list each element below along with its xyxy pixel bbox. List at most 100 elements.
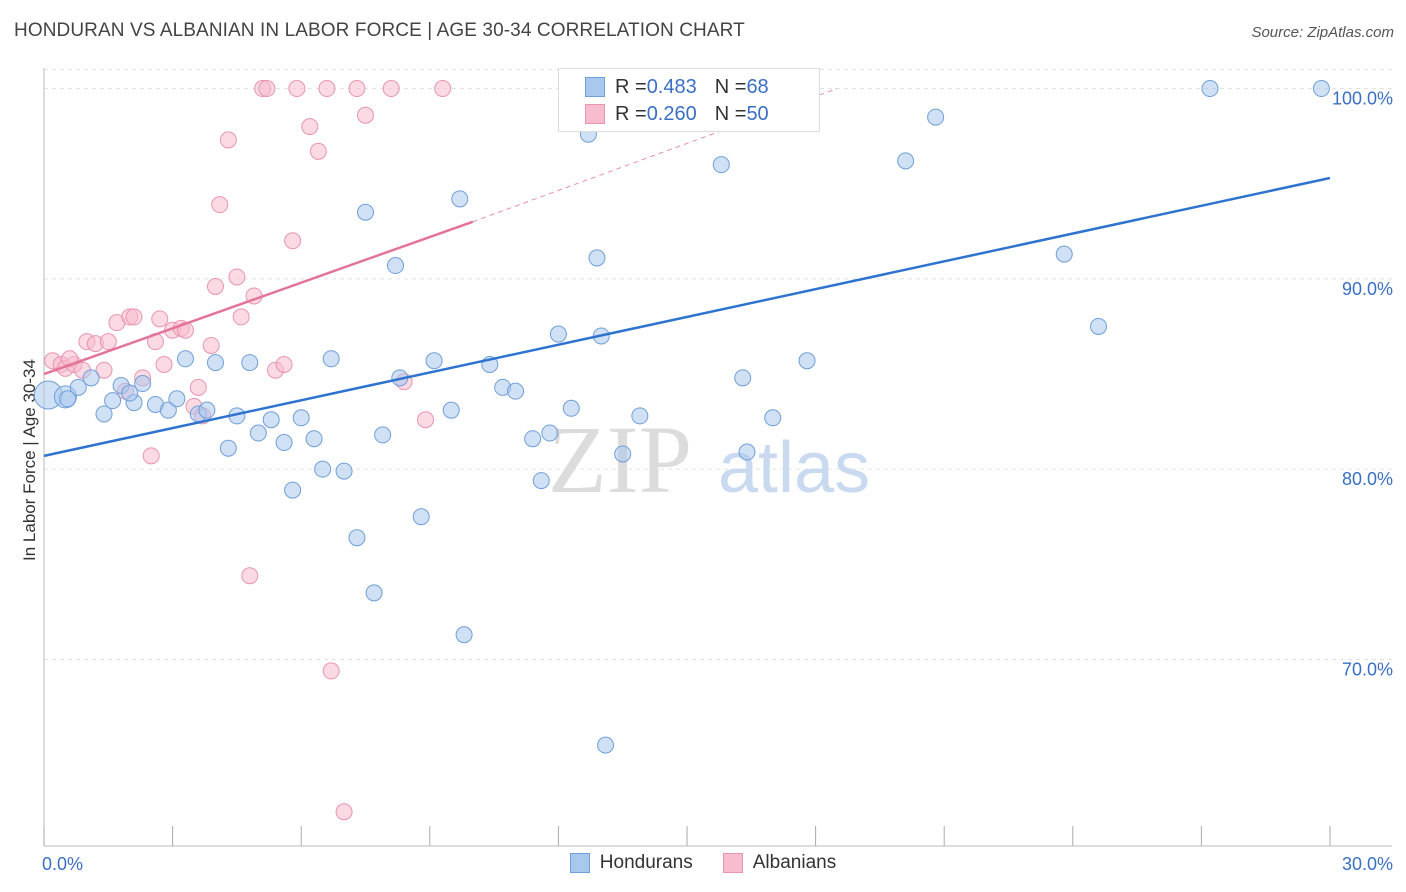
albanians-point xyxy=(309,142,327,160)
correlation-legend: R = 0.483 N = 68 R = 0.260 N = 50 xyxy=(558,68,820,132)
hondurans-trend-line xyxy=(43,176,1331,458)
albanians-point xyxy=(95,361,113,379)
albanians-point xyxy=(151,310,169,328)
y-tick-label: 70.0% xyxy=(1342,659,1393,679)
r-value: 0.483 xyxy=(646,75,697,98)
albanians-point xyxy=(99,333,117,351)
hondurans-point xyxy=(1055,245,1073,263)
hondurans-point xyxy=(412,508,430,526)
albanians-point xyxy=(284,232,302,250)
albanians-trend-extension xyxy=(472,88,838,223)
albanians-point xyxy=(318,80,336,98)
hondurans-point xyxy=(507,382,525,400)
hondurans-point xyxy=(121,384,139,402)
hondurans-point xyxy=(597,736,615,754)
hondurans-point xyxy=(1201,80,1219,98)
hondurans-point xyxy=(357,203,374,221)
trend-lines xyxy=(43,88,1331,458)
pink-swatch-icon xyxy=(722,853,743,873)
hondurans-point xyxy=(219,439,237,457)
legend-label-albanians: Albanians xyxy=(752,852,837,873)
n-label: N = xyxy=(714,102,747,125)
hondurans-point xyxy=(82,369,100,387)
series-legend: Hondurans Albanians xyxy=(0,852,1406,874)
hondurans-point xyxy=(1090,317,1108,335)
hondurans-point xyxy=(541,424,559,442)
albanians-point xyxy=(288,80,306,98)
y-tick-label: 80.0% xyxy=(1342,469,1393,489)
hondurans-point xyxy=(451,190,469,208)
albanians-point xyxy=(275,356,293,374)
legend-label-hondurans: Hondurans xyxy=(599,852,693,873)
hondurans-point xyxy=(897,152,915,170)
hondurans-point xyxy=(588,249,606,267)
r-value: 0.260 xyxy=(646,102,697,125)
legend-row-albanians: R = 0.260 N = 50 xyxy=(585,102,769,126)
n-value: 68 xyxy=(746,75,769,98)
hondurans-point xyxy=(59,390,77,408)
albanians-point xyxy=(357,106,374,124)
albanians-point xyxy=(335,803,353,821)
x-tick-labels: 0.0% 30.0% xyxy=(42,854,1393,874)
source-label: Source: ZipAtlas.com xyxy=(1251,24,1394,41)
hondurans-point xyxy=(764,409,782,427)
albanians-point xyxy=(155,356,173,374)
hondurans-point xyxy=(335,462,353,480)
axes xyxy=(43,68,1392,847)
pink-swatch-icon xyxy=(585,104,605,124)
hondurans-point xyxy=(712,156,730,174)
hondurans-point xyxy=(425,352,443,370)
hondurans-point xyxy=(168,390,186,408)
hondurans-point xyxy=(562,399,580,417)
hondurans-point xyxy=(927,108,945,126)
hondurans-point xyxy=(241,354,259,372)
hondurans-point xyxy=(524,430,542,448)
hondurans-point xyxy=(95,405,113,423)
legend-item-albanians[interactable]: Albanians xyxy=(722,852,837,874)
albanians-point xyxy=(241,567,259,585)
y-tick-label: 90.0% xyxy=(1342,279,1393,299)
hondurans-point xyxy=(159,401,177,419)
albanians-point xyxy=(202,336,220,354)
albanians-point xyxy=(417,411,435,429)
albanians-point xyxy=(322,662,340,680)
hondurans-point xyxy=(69,378,87,396)
hondurans-point xyxy=(631,407,649,425)
hondurans-point xyxy=(262,411,280,429)
hondurans-point xyxy=(348,529,366,547)
albanians-trend-line xyxy=(43,220,474,376)
albanians-point xyxy=(125,308,143,326)
y-tick-label: 100.0% xyxy=(1332,89,1393,109)
albanians-point xyxy=(348,80,366,98)
hondurans-point xyxy=(532,472,550,490)
hondurans-point xyxy=(104,392,122,410)
x-tick-label: 0.0% xyxy=(42,854,83,874)
blue-swatch-icon xyxy=(585,77,605,97)
hondurans-point xyxy=(387,257,405,275)
hondurans-point xyxy=(249,424,267,442)
albanians-points xyxy=(44,80,452,821)
albanians-point xyxy=(206,277,224,295)
hondurans-point xyxy=(549,325,567,343)
n-label: N = xyxy=(714,75,747,98)
blue-swatch-icon xyxy=(569,853,590,873)
watermark-atlas: atlas xyxy=(718,428,870,508)
albanians-point xyxy=(211,196,229,214)
hondurans-point xyxy=(442,401,460,419)
legend-item-hondurans[interactable]: Hondurans xyxy=(569,852,693,874)
hondurans-point xyxy=(1312,80,1330,98)
y-tick-labels: 70.0% 80.0% 90.0% 100.0% xyxy=(1332,89,1393,680)
albanians-point xyxy=(382,80,400,98)
hondurans-point xyxy=(176,350,194,368)
hondurans-point xyxy=(614,445,632,463)
x-tick-label: 30.0% xyxy=(1342,854,1393,874)
albanians-point xyxy=(228,268,246,286)
watermark: ZIP atlas xyxy=(548,406,870,513)
hondurans-point xyxy=(206,354,224,372)
hondurans-point xyxy=(734,369,752,387)
hondurans-point xyxy=(322,350,340,368)
hondurans-point xyxy=(284,481,302,499)
hondurans-point xyxy=(374,426,392,444)
r-label: R = xyxy=(615,102,647,125)
